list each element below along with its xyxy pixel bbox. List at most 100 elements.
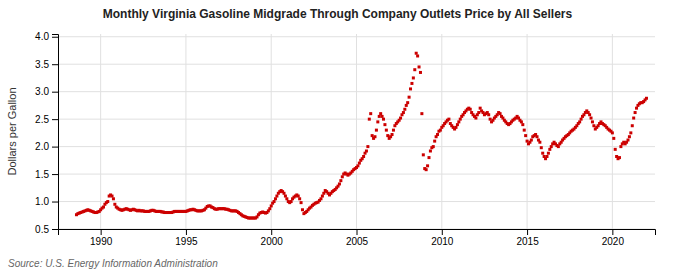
point [427,156,430,159]
tick-mark [52,174,58,175]
point [521,123,524,126]
tick-label: 2005 [346,236,369,247]
point [290,200,293,203]
point [520,120,523,123]
point [634,111,637,114]
point [375,129,378,132]
tick: 2020 [602,229,625,247]
chart: 19901995200020052010201520200.51.01.52.0… [0,0,675,275]
tick: 0.5 [35,224,58,235]
tick-label: 4.0 [35,31,49,42]
point [592,124,595,127]
point [459,118,462,121]
point [487,113,490,116]
point [426,164,429,167]
point [362,155,365,158]
point [339,179,342,182]
tick-label: 2010 [431,236,454,247]
point [420,112,423,115]
grid-line [356,34,357,229]
point [268,207,271,210]
tick: 2.0 [35,141,58,152]
grid-line [527,34,528,229]
point [112,197,115,200]
point [274,197,277,200]
point [524,134,527,137]
tick: 1.0 [35,196,58,207]
point [454,126,457,129]
tick-mark [52,147,58,148]
tick-label: 1990 [90,236,113,247]
tick-mark [186,229,187,235]
point [284,195,287,198]
point [588,113,591,116]
grid-line [185,34,186,229]
tick-label: 3.0 [35,86,49,97]
point [275,195,278,198]
tick-mark [52,229,58,230]
tick-mark [52,64,58,65]
tick: 2.5 [35,114,58,125]
points [75,52,648,220]
annotation: Source: U.S. Energy Information Administ… [8,258,218,269]
point [273,200,276,203]
point [626,139,629,142]
point [523,129,526,132]
point [474,117,477,120]
point [365,150,368,153]
tick-label: 1.0 [35,196,49,207]
point [530,139,533,142]
tick-label: 2015 [516,236,539,247]
point [409,87,412,90]
tick-label: 1.5 [35,169,49,180]
tick-label: 2000 [261,236,284,247]
point [590,117,593,120]
tick-mark [527,229,528,235]
point [557,145,560,148]
point [545,155,548,158]
point [632,117,635,120]
point [456,123,459,126]
tick-label: 2.0 [35,141,49,152]
point [591,120,594,123]
point [432,145,435,148]
point [548,148,551,151]
point [321,195,324,198]
point [405,104,408,107]
tick: 2015 [516,229,539,247]
point [429,150,432,153]
tick-label: 2020 [602,236,625,247]
tick-label: 3.5 [35,59,49,70]
point [113,203,116,206]
point [479,107,482,110]
point [439,129,442,132]
point [550,145,553,148]
y-axis: 0.5 1.0 1.5 2.0 2.5 3.0 3.5 4.0 [35,31,58,234]
point [611,131,614,134]
tick: 2000 [261,229,284,247]
point [540,146,543,149]
point [416,54,419,57]
tick-mark [101,229,102,235]
point [547,152,550,155]
point [371,134,374,137]
point [499,112,502,115]
point [406,101,409,104]
point [408,96,411,99]
point [379,112,382,115]
point [403,108,406,111]
grid-line [100,34,101,229]
point [410,82,413,85]
point [102,206,105,209]
point [383,123,386,126]
point [341,175,344,178]
axis-line [52,35,59,230]
y-axis-title: Dollars per Gallon [6,87,18,175]
point [385,129,388,132]
point [297,195,300,198]
point [578,120,581,123]
tick-mark [52,37,58,38]
tick-mark [612,229,613,235]
tick-mark [52,119,58,120]
point [418,65,421,68]
